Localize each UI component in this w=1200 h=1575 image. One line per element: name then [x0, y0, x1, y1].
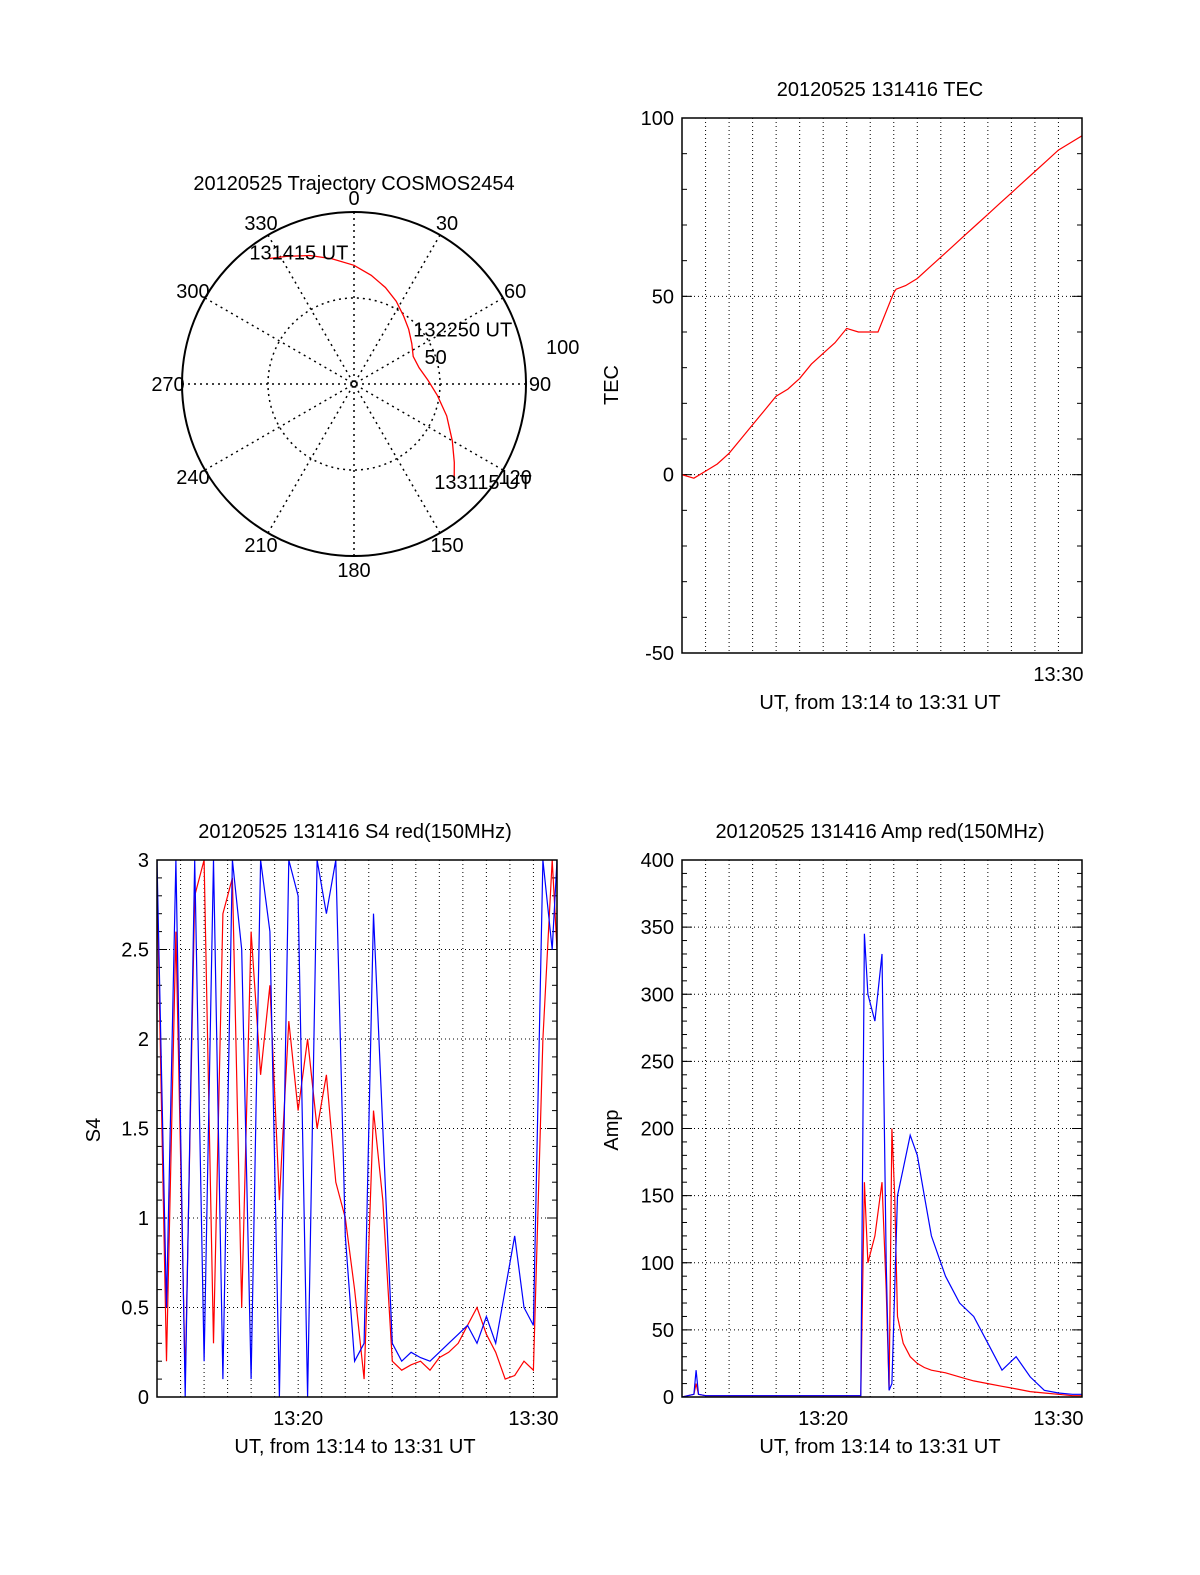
tec-panel: 20120525 131416 TEC UT, from 13:14 to 13…: [601, 79, 1083, 714]
trajectory-polar-panel: 20120525 Trajectory COSMOS2454 0 30 60 90 12…: [151, 173, 579, 582]
polar-grid: [181, 211, 527, 557]
y-tick-label: 300: [641, 984, 674, 1006]
polar-angle-label: 300: [176, 281, 209, 303]
y-tick-label: 350: [641, 917, 674, 939]
series-line: [157, 860, 557, 1380]
y-tick-label: 0.5: [121, 1298, 149, 1320]
y-tick-label: 2.5: [121, 940, 149, 962]
polar-angle-label: 330: [244, 213, 277, 235]
y-tick-label: 150: [641, 1186, 674, 1208]
polar-angle-label: 240: [176, 467, 209, 489]
y-tick-label: 1: [138, 1208, 149, 1230]
s4-xlabel: UT, from 13:14 to 13:31 UT: [234, 1436, 475, 1458]
y-tick-label: -50: [645, 643, 674, 665]
tec-xlabel: UT, from 13:14 to 13:31 UT: [759, 692, 1000, 714]
polar-angle-label: 60: [504, 281, 526, 303]
polar-angle-label: 120: [498, 467, 531, 489]
y-tick-label: 50: [652, 286, 674, 308]
tec-ylabel: TEC: [601, 365, 623, 405]
s4-title: 20120525 131416 S4 red(150MHz): [198, 821, 512, 843]
x-tick-label: 13:20: [798, 1408, 848, 1430]
x-tick-label: 13:30: [508, 1408, 558, 1430]
y-tick-label: 0: [663, 465, 674, 487]
plot-frame: [681, 859, 1083, 1398]
x-tick-label: 13:20: [273, 1408, 323, 1430]
x-tick-label: 13:30: [1033, 664, 1083, 686]
polar-labels: 0 30 60 90 120 150 180 210 240 270 300 330 50 100 1314…: [151, 188, 579, 582]
polar-angle-label: 90: [529, 374, 551, 396]
series-line: [157, 860, 557, 1397]
polar-angle-label: 180: [337, 560, 370, 582]
polar-time-annotation: 132250 UT: [413, 319, 512, 341]
tec-plot-body: -50 0 50 100 13:30: [641, 108, 1084, 686]
amp-plot-body: 0 50 100 150 200 250 300 350 400 13:20 13:30: [641, 850, 1084, 1430]
polar-angle-label: 270: [151, 374, 184, 396]
polar-angle-label: 150: [430, 535, 463, 557]
amp-xlabel: UT, from 13:14 to 13:31 UT: [759, 1436, 1000, 1458]
amp-title: 20120525 131416 Amp red(150MHz): [715, 821, 1044, 843]
plot-frame: [156, 859, 558, 1398]
polar-track-line: [269, 254, 455, 481]
plot-frame: [681, 117, 1083, 654]
polar-angle-label: 210: [244, 535, 277, 557]
polar-angle-label: 30: [436, 213, 458, 235]
polar-time-annotation: 131415 UT: [249, 243, 348, 265]
y-tick-label: 0: [663, 1387, 674, 1409]
s4-panel: 20120525 131416 S4 red(150MHz) UT, from …: [83, 821, 558, 1458]
s4-ylabel: S4: [83, 1118, 105, 1142]
polar-track: [269, 254, 455, 481]
y-tick-label: 0: [138, 1387, 149, 1409]
s4-plot-body: 0 0.5 1 1.5 2 2.5 3 13:20 13:30: [121, 850, 558, 1430]
y-tick-label: 200: [641, 1119, 674, 1141]
polar-angle-label: 0: [348, 188, 359, 210]
polar-time-annotation: 133115 UT: [434, 472, 531, 494]
y-tick-label: 400: [641, 850, 674, 872]
polar-radial-label: 50: [425, 347, 447, 369]
y-tick-label: 1.5: [121, 1119, 149, 1141]
amp-panel: 20120525 131416 Amp red(150MHz) UT, from…: [601, 821, 1083, 1458]
y-tick-label: 250: [641, 1051, 674, 1073]
polar-title: 20120525 Trajectory COSMOS2454: [193, 173, 514, 195]
tec-title: 20120525 131416 TEC: [777, 79, 983, 101]
y-tick-label: 50: [652, 1320, 674, 1342]
series-line: [682, 933, 1082, 1397]
y-tick-label: 100: [641, 1253, 674, 1275]
y-tick-label: 3: [138, 850, 149, 872]
y-tick-label: 100: [641, 108, 674, 130]
series-line: [682, 135, 1082, 479]
amp-ylabel: Amp: [601, 1109, 623, 1150]
x-tick-label: 13:30: [1033, 1408, 1083, 1430]
polar-radial-label: 100: [546, 337, 579, 359]
y-tick-label: 2: [138, 1029, 149, 1051]
